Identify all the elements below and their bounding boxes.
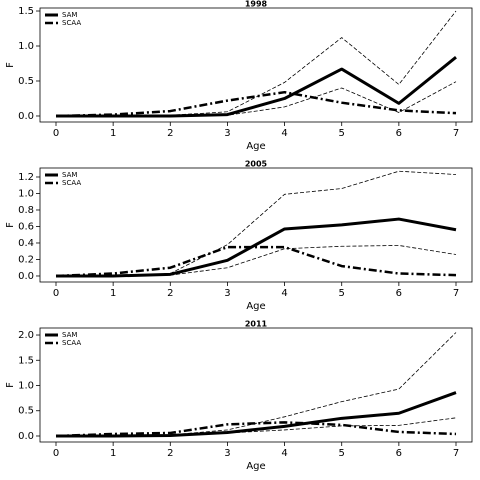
x-tick-label: 5 (339, 288, 345, 299)
legend-label: SCAA (62, 19, 81, 27)
y-tick-label: 0.5 (18, 76, 34, 87)
x-tick-label: 7 (453, 128, 459, 139)
plot-frame (39, 7, 473, 123)
y-tick-label: 0.4 (18, 238, 34, 249)
series-line (56, 170, 457, 277)
x-tick-label: 4 (281, 128, 287, 139)
series-line (56, 81, 457, 117)
x-tick-label: 1 (110, 448, 116, 459)
legend-label: SCAA (62, 179, 81, 187)
y-tick-label: 2.0 (18, 330, 34, 341)
y-tick-label: 1.0 (18, 41, 34, 52)
x-tick-label: 7 (453, 448, 459, 459)
panel: 2005 0 1 2 3 4 5 6 7 0.0 0.2 0.4 0.6 0.8 1.0 1.2 Age F SAM… (5, 160, 473, 312)
chart-title: 1998 (245, 0, 268, 9)
series-line (56, 417, 457, 437)
x-tick-label: 1 (110, 288, 116, 299)
y-tick-label: 0.6 (18, 221, 34, 232)
plot-frame (39, 167, 473, 283)
series-line (56, 391, 457, 438)
x-tick-label: 5 (339, 128, 345, 139)
x-tick-label: 6 (396, 288, 402, 299)
legend-label: SAM (62, 171, 77, 179)
x-tick-label: 3 (224, 448, 230, 459)
chart-title: 2005 (245, 160, 268, 169)
y-tick-label: 0.2 (18, 254, 34, 265)
x-axis-label: Age (246, 141, 265, 152)
series-line (55, 245, 457, 278)
y-tick-label: 1.0 (18, 381, 34, 392)
x-tick-label: 2 (167, 128, 173, 139)
x-tick-label: 5 (339, 448, 345, 459)
y-tick-label: 1.5 (18, 6, 34, 17)
x-axis-label: Age (246, 301, 265, 312)
y-tick-label: 1.2 (18, 172, 34, 183)
x-tick-label: 0 (53, 448, 59, 459)
y-axis-label: F (5, 382, 16, 388)
x-tick-label: 0 (53, 128, 59, 139)
x-tick-label: 4 (281, 448, 287, 459)
y-tick-label: 0.8 (18, 205, 34, 216)
series-line (56, 332, 457, 437)
x-tick-label: 4 (281, 288, 287, 299)
y-tick-label: 0.0 (18, 111, 34, 122)
x-tick-label: 6 (396, 128, 402, 139)
chart-title: 2011 (245, 320, 268, 329)
legend-label: SCAA (62, 339, 81, 347)
x-tick-label: 2 (167, 288, 173, 299)
x-tick-label: 2 (167, 448, 173, 459)
y-tick-label: 0.0 (18, 271, 34, 282)
x-axis-label: Age (246, 461, 265, 472)
series-line (55, 421, 457, 438)
x-tick-label: 6 (396, 448, 402, 459)
legend-label: SAM (62, 331, 77, 339)
y-tick-label: 0.0 (18, 431, 34, 442)
y-tick-label: 1.5 (18, 355, 34, 366)
series-line (56, 245, 457, 277)
y-tick-label: 1.0 (18, 188, 34, 199)
y-axis-label: F (5, 62, 16, 68)
x-tick-label: 7 (453, 288, 459, 299)
x-tick-label: 1 (110, 128, 116, 139)
x-tick-label: 3 (224, 288, 230, 299)
series-line (56, 56, 457, 118)
x-tick-label: 0 (53, 288, 59, 299)
y-axis-label: F (5, 222, 16, 228)
legend-label: SAM (62, 11, 77, 19)
series-line (55, 90, 457, 118)
y-tick-label: 0.5 (18, 406, 34, 417)
plot-frame (39, 327, 473, 443)
x-tick-label: 3 (224, 128, 230, 139)
